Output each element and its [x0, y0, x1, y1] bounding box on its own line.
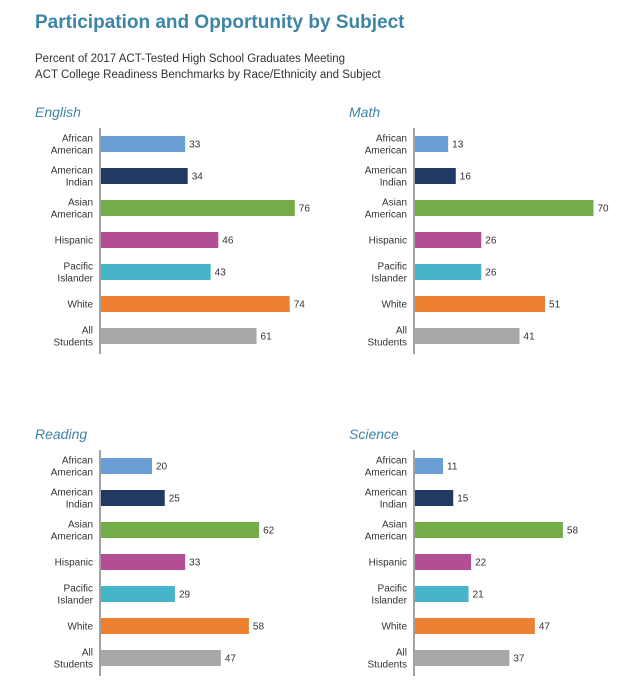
chart-panel-math: Math African American 13 American Indian 16 As…	[349, 104, 625, 364]
value-label-african-american: 20	[156, 462, 168, 473]
bar-white	[415, 296, 546, 312]
value-label-hispanic: 26	[485, 236, 497, 247]
bar-all-students	[415, 328, 520, 344]
category-label-african-american: African American	[365, 456, 407, 479]
value-label-american-indian: 34	[192, 172, 204, 183]
bar-chart-science: African American 11 American Indian 15 Asian Am…	[365, 450, 579, 676]
value-label-american-indian: 15	[457, 494, 469, 505]
bar-chart-math: African American 13 American Indian 16 Asian Am…	[365, 128, 610, 354]
category-label-hispanic: Hispanic	[369, 236, 407, 247]
category-label-white: White	[67, 622, 93, 633]
bar-asian-american	[101, 200, 295, 216]
value-label-asian-american: 58	[567, 526, 579, 537]
value-label-all-students: 47	[225, 654, 237, 665]
value-label-all-students: 61	[261, 332, 273, 343]
chart-title-reading: Reading	[35, 426, 88, 442]
value-label-pacific-islander: 21	[473, 590, 485, 601]
value-label-american-indian: 25	[169, 494, 181, 505]
category-label-all-students: All Students	[54, 648, 93, 671]
category-label-white: White	[67, 300, 93, 311]
category-label-american-indian: American Indian	[51, 166, 93, 189]
category-label-hispanic: Hispanic	[369, 558, 407, 569]
value-label-hispanic: 33	[189, 558, 201, 569]
bar-african-american	[101, 458, 152, 474]
value-label-asian-american: 70	[598, 204, 610, 215]
bar-african-american	[415, 458, 444, 474]
value-label-pacific-islander: 26	[485, 268, 497, 279]
page-subtitle: Percent of 2017 ACT-Tested High School G…	[35, 53, 381, 81]
value-label-all-students: 41	[524, 332, 536, 343]
category-label-white: White	[381, 300, 407, 311]
chart-panel-english: English African American 33 American Indian 3…	[35, 104, 325, 364]
value-label-all-students: 37	[513, 654, 525, 665]
category-label-pacific-islander: Pacific Islander	[371, 262, 407, 285]
bar-hispanic	[101, 554, 186, 570]
category-label-american-indian: American Indian	[365, 166, 407, 189]
chart-title-english: English	[35, 104, 81, 120]
category-label-american-indian: American Indian	[365, 488, 407, 511]
bar-pacific-islander	[101, 264, 211, 280]
bar-asian-american	[101, 522, 260, 538]
category-label-all-students: All Students	[368, 326, 407, 349]
category-label-all-students: All Students	[54, 326, 93, 349]
bar-all-students	[101, 650, 221, 666]
value-label-white: 58	[253, 622, 265, 633]
value-label-white: 74	[294, 300, 306, 311]
chart-title-science: Science	[349, 426, 399, 442]
value-label-african-american: 13	[452, 140, 464, 151]
bar-white	[101, 296, 290, 312]
category-label-pacific-islander: Pacific Islander	[57, 584, 93, 607]
bar-hispanic	[415, 554, 472, 570]
bar-pacific-islander	[101, 586, 175, 602]
category-label-african-american: African American	[365, 134, 407, 157]
bar-pacific-islander	[415, 586, 469, 602]
category-label-asian-american: Asian American	[51, 520, 93, 543]
category-label-african-american: African American	[51, 456, 93, 479]
bar-pacific-islander	[415, 264, 482, 280]
category-label-hispanic: Hispanic	[55, 236, 93, 247]
value-label-white: 47	[539, 622, 551, 633]
chart-panel-science: Science African American 11 American Indian 1…	[349, 426, 625, 686]
value-label-white: 51	[549, 300, 561, 311]
bar-hispanic	[415, 232, 482, 248]
value-label-african-american: 11	[447, 462, 458, 473]
chart-title-math: Math	[349, 104, 381, 120]
value-label-american-indian: 16	[460, 172, 472, 183]
chart-panel-reading: Reading African American 20 American Indian 2…	[35, 426, 325, 686]
category-label-asian-american: Asian American	[365, 198, 407, 221]
category-label-american-indian: American Indian	[51, 488, 93, 511]
value-label-hispanic: 46	[222, 236, 234, 247]
bar-all-students	[101, 328, 257, 344]
category-label-african-american: African American	[51, 134, 93, 157]
bar-american-indian	[101, 168, 188, 184]
category-label-asian-american: Asian American	[365, 520, 407, 543]
bar-asian-american	[415, 200, 594, 216]
value-label-pacific-islander: 43	[215, 268, 227, 279]
bar-asian-american	[415, 522, 563, 538]
bar-white	[415, 618, 535, 634]
bar-african-american	[101, 136, 186, 152]
category-label-hispanic: Hispanic	[55, 558, 93, 569]
bar-african-american	[415, 136, 449, 152]
bar-chart-reading: African American 20 American Indian 25 Asian Am…	[51, 450, 275, 676]
value-label-asian-american: 76	[299, 204, 311, 215]
bar-american-indian	[101, 490, 165, 506]
bar-american-indian	[415, 490, 454, 506]
bar-hispanic	[101, 232, 219, 248]
bar-white	[101, 618, 249, 634]
value-label-african-american: 33	[189, 140, 201, 151]
value-label-pacific-islander: 29	[179, 590, 191, 601]
category-label-asian-american: Asian American	[51, 198, 93, 221]
category-label-white: White	[381, 622, 407, 633]
value-label-asian-american: 62	[263, 526, 275, 537]
category-label-pacific-islander: Pacific Islander	[371, 584, 407, 607]
bar-american-indian	[415, 168, 456, 184]
value-label-hispanic: 22	[475, 558, 487, 569]
bar-chart-english: African American 33 American Indian 34 Asian Am…	[51, 128, 311, 354]
category-label-pacific-islander: Pacific Islander	[57, 262, 93, 285]
bar-all-students	[415, 650, 510, 666]
page-title: Participation and Opportunity by Subject	[35, 12, 405, 33]
category-label-all-students: All Students	[368, 648, 407, 671]
